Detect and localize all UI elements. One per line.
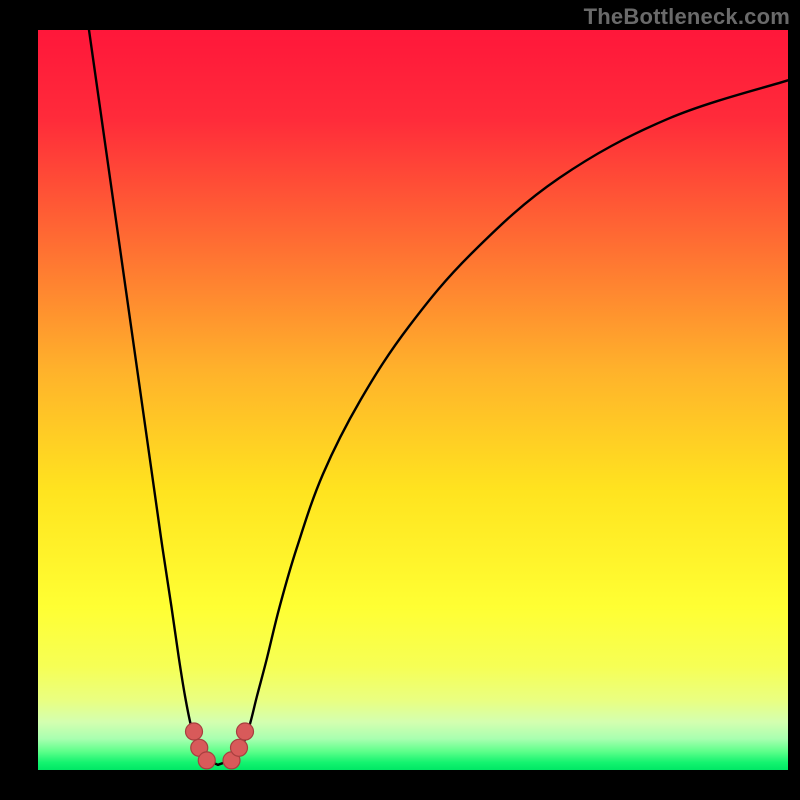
marker-5 bbox=[237, 723, 254, 740]
bottleneck-chart bbox=[0, 0, 800, 800]
gradient-background bbox=[38, 30, 788, 770]
marker-4 bbox=[231, 739, 248, 756]
marker-2 bbox=[198, 752, 215, 769]
watermark-text: TheBottleneck.com bbox=[584, 4, 790, 30]
marker-0 bbox=[186, 723, 203, 740]
figure-canvas: TheBottleneck.com bbox=[0, 0, 800, 800]
